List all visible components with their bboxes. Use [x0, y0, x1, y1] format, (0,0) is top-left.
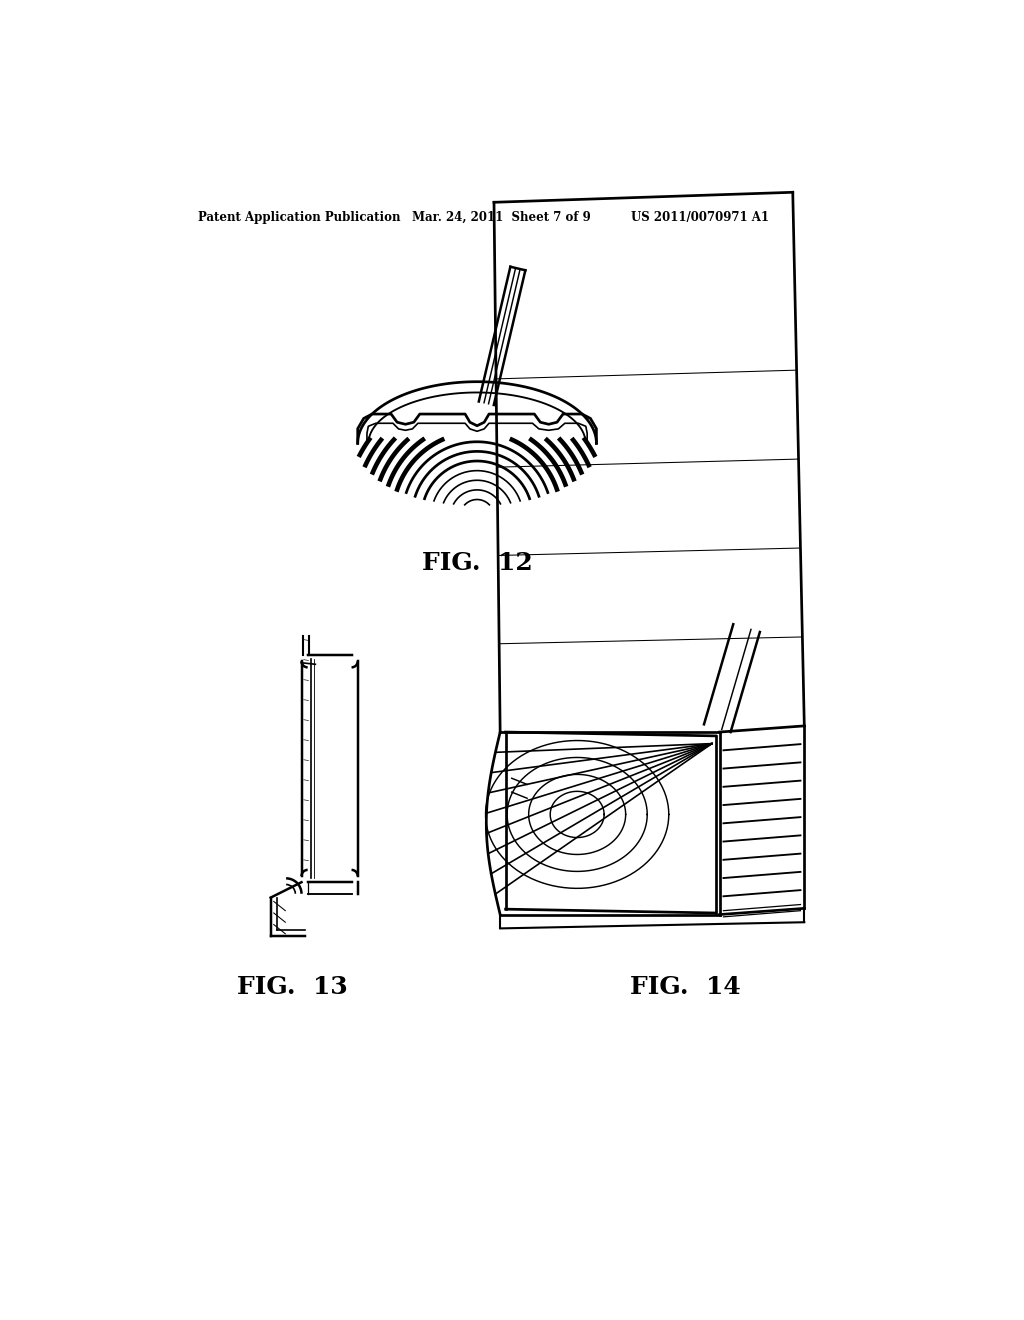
Text: FIG.  14: FIG. 14	[630, 974, 740, 999]
Text: FIG.  13: FIG. 13	[237, 974, 347, 999]
Text: FIG.  12: FIG. 12	[422, 552, 532, 576]
Text: US 2011/0070971 A1: US 2011/0070971 A1	[631, 211, 769, 224]
Text: Mar. 24, 2011  Sheet 7 of 9: Mar. 24, 2011 Sheet 7 of 9	[412, 211, 591, 224]
Text: Patent Application Publication: Patent Application Publication	[198, 211, 400, 224]
